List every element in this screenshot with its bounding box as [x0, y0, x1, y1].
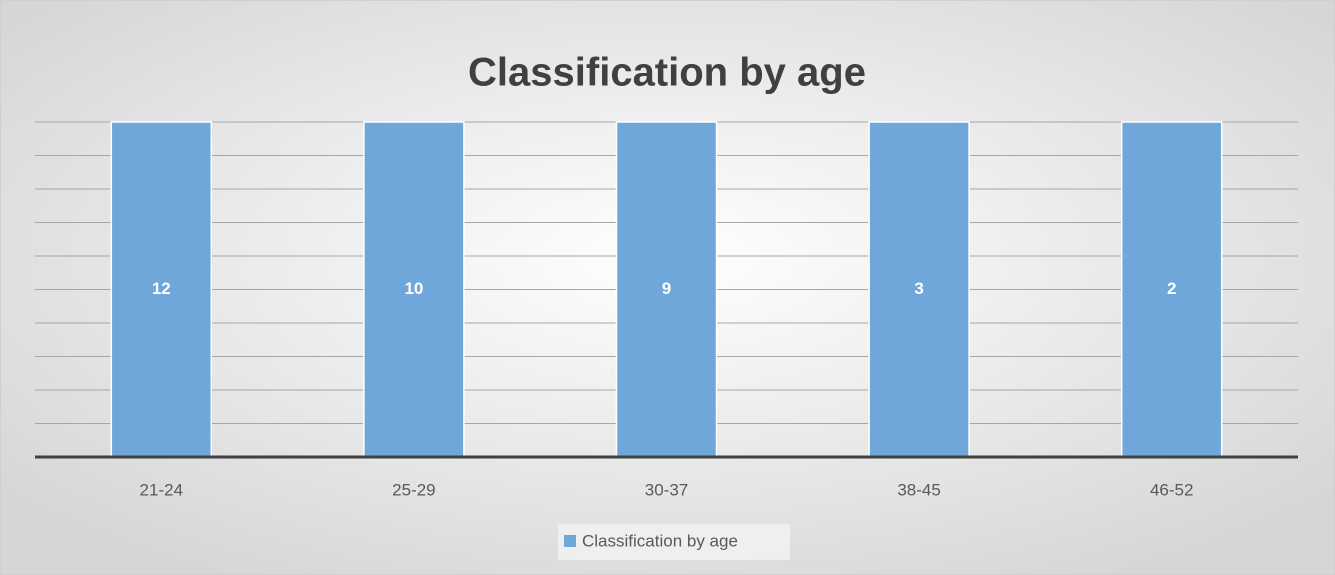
x-tick-label: 21-24: [140, 480, 183, 499]
bar: [363, 121, 465, 458]
x-tick-label: 25-29: [392, 480, 435, 499]
data-label: 3: [914, 279, 923, 298]
data-label: 2: [1167, 279, 1176, 298]
data-label: 12: [152, 279, 171, 298]
x-tick-label: 30-37: [645, 480, 688, 499]
legend-swatch: [564, 535, 576, 547]
data-label: 9: [662, 279, 671, 298]
bar: [868, 121, 970, 458]
legend-box: [558, 524, 790, 560]
x-tick-label: 46-52: [1150, 480, 1193, 499]
bar: [1120, 121, 1223, 458]
x-tick-label: 38-45: [897, 480, 940, 499]
data-label: 10: [404, 279, 423, 298]
chart-title: Classification by age: [468, 51, 866, 95]
bar: [615, 121, 718, 458]
legend-label: Classification by age: [582, 531, 738, 550]
bar: [110, 121, 213, 458]
